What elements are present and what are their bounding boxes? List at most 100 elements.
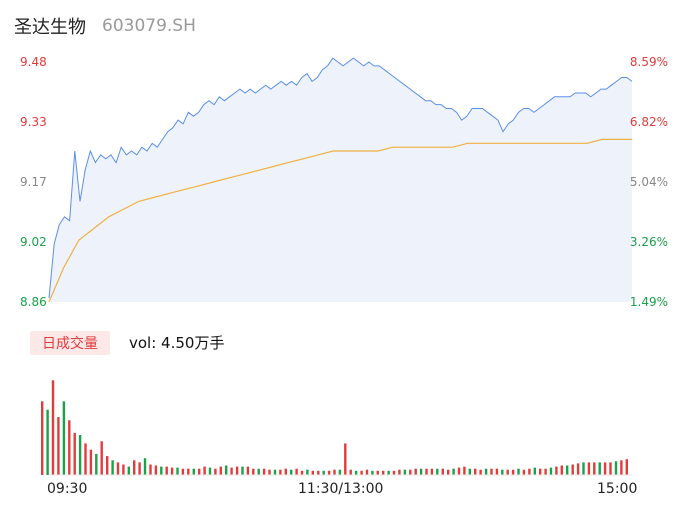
volume-bar (219, 466, 222, 475)
volume-bar (354, 470, 358, 475)
volume-bar (338, 469, 342, 475)
volume-bar (463, 466, 466, 475)
volume-bar (457, 467, 461, 475)
volume-bar (349, 469, 352, 475)
time-label-open: 09:30 (47, 481, 88, 497)
y-right-label-3: 5.04% (629, 175, 668, 189)
volume-bar (198, 468, 201, 475)
y-left-label-1: 9.48 (20, 55, 47, 69)
volume-bar (230, 467, 233, 475)
volume-bar (333, 469, 336, 475)
volume-bar (154, 465, 158, 475)
volume-bar (225, 465, 228, 475)
volume-bar (522, 469, 526, 475)
y-right-label-4: 3.26% (629, 235, 668, 249)
volume-bar (495, 468, 499, 475)
volume-bar (290, 469, 293, 475)
volume-bar (517, 468, 520, 475)
volume-bar (609, 462, 612, 475)
volume-bar (344, 443, 347, 475)
volume-bar (295, 468, 298, 475)
volume-bar (78, 435, 82, 475)
volume-bar (257, 468, 260, 475)
y-right-label-2: 6.82% (629, 115, 668, 129)
volume-bar (214, 468, 217, 475)
volume-bar (62, 401, 66, 475)
volume-bar (262, 468, 266, 475)
volume-bar (560, 465, 563, 475)
volume-bar (160, 466, 163, 475)
volume-bar (371, 470, 374, 475)
volume-bar (576, 463, 580, 475)
volume-bar (149, 464, 152, 475)
volume-bar (484, 468, 488, 475)
volume-bar (425, 468, 428, 475)
volume-bar (311, 470, 314, 475)
volume-bar (549, 467, 553, 475)
volume-bar (539, 468, 542, 475)
volume-bar (143, 458, 147, 475)
volume-bar (625, 459, 628, 475)
volume-bar (587, 462, 591, 475)
volume-bar (436, 468, 439, 475)
volume-bar (300, 470, 304, 475)
volume-bar (95, 453, 98, 475)
volume-bar (306, 469, 309, 475)
volume-bar (89, 449, 93, 475)
volume-bar (127, 466, 130, 475)
volume-bar (376, 470, 379, 475)
volume-bar (555, 466, 558, 475)
volume-bar (360, 470, 363, 475)
volume-bar (398, 469, 401, 475)
volume-bar (208, 467, 212, 475)
volume-bar (533, 467, 536, 475)
volume-bar (235, 466, 239, 475)
volume-bar (133, 460, 136, 475)
volume-bar (430, 468, 434, 475)
y-right-label-1: 8.59% (629, 55, 668, 69)
volume-bar (614, 461, 618, 475)
volume-bar (419, 468, 423, 475)
volume-bar (490, 468, 493, 475)
volume-bar (566, 465, 569, 475)
volume-bar (192, 468, 195, 475)
y-left-label-5: 8.86 (20, 295, 47, 309)
volume-bar (582, 462, 585, 475)
volume-bar (468, 468, 471, 475)
volume-bar (273, 469, 277, 475)
y-right-label-5: 1.49% (629, 295, 668, 309)
volume-bar (284, 468, 287, 475)
y-left-label-2: 9.33 (20, 115, 47, 129)
volume-bar (603, 462, 607, 475)
volume-bar (382, 470, 385, 475)
volume-bar (511, 469, 515, 475)
volume-bar (116, 462, 120, 475)
volume-tab[interactable]: 日成交量 (30, 331, 110, 355)
volume-bar (46, 409, 49, 475)
volume-bar (392, 470, 396, 475)
stock-code: 603079.SH (102, 16, 196, 36)
volume-bar (73, 432, 76, 475)
stock-header: 圣达生物 603079.SH (14, 14, 196, 38)
volume-bar (447, 469, 450, 475)
volume-bar (246, 466, 250, 475)
volume-value: vol: 4.50万手 (129, 334, 225, 352)
volume-bar (365, 469, 369, 475)
volume-bar (474, 468, 477, 475)
volume-bar (322, 470, 325, 475)
volume-bar (138, 462, 141, 475)
volume-bar (409, 469, 412, 475)
price-line (48, 57, 633, 299)
stock-name: 圣达生物 (14, 17, 86, 38)
volume-bar (170, 467, 174, 475)
volume-bar (111, 460, 114, 475)
volume-bar (571, 464, 574, 475)
volume-bar (106, 456, 109, 475)
volume-bar (403, 469, 407, 475)
volume-bar (479, 469, 482, 475)
volume-bar (317, 470, 320, 475)
volume-bar (57, 417, 60, 475)
volume-bar (241, 466, 244, 475)
volume-bar (387, 470, 390, 475)
